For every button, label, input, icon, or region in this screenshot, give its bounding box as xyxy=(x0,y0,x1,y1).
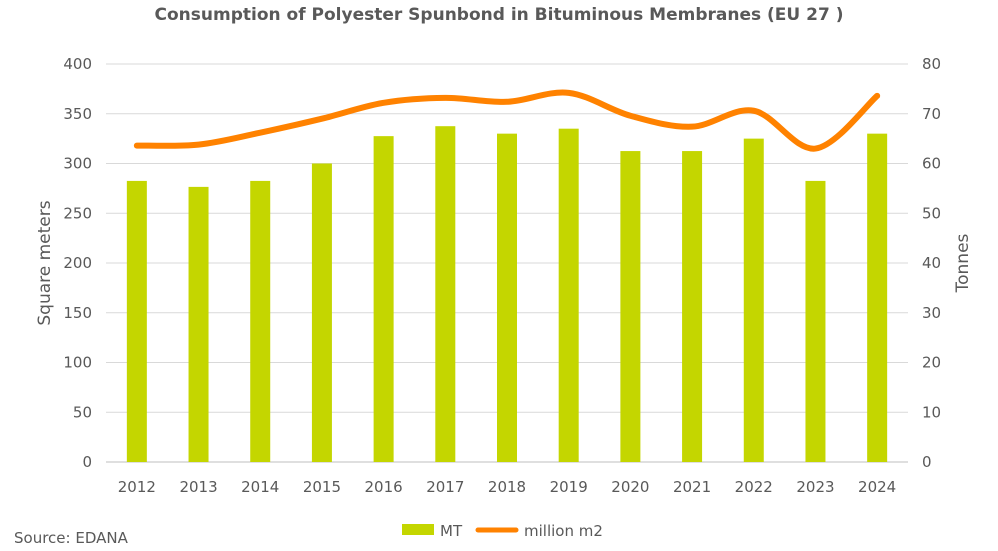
bar-mt xyxy=(558,128,579,463)
bar-mt xyxy=(311,163,332,462)
bar-mt xyxy=(867,133,888,462)
y-left-tick-label: 100 xyxy=(63,354,92,372)
x-tick-label: 2019 xyxy=(550,478,588,496)
bar-mt xyxy=(373,136,394,462)
y-left-tick-label: 400 xyxy=(63,55,92,73)
y-right-tick-label: 80 xyxy=(922,55,941,73)
bar-mt xyxy=(805,180,826,462)
bar-mt xyxy=(435,126,456,462)
x-tick-label: 2014 xyxy=(241,478,279,496)
x-tick-label: 2023 xyxy=(796,478,834,496)
y-right-tick-label: 30 xyxy=(922,304,941,322)
x-tick-label: 2021 xyxy=(673,478,711,496)
y-left-tick-label: 0 xyxy=(82,453,92,471)
y-right-tick-label: 40 xyxy=(922,254,941,272)
bar-mt xyxy=(743,138,764,462)
y-left-tick-label: 200 xyxy=(63,254,92,272)
bar-mt xyxy=(497,133,517,462)
y-left-tick-label: 300 xyxy=(63,155,92,173)
y-left-tick-label: 50 xyxy=(73,403,92,421)
y-left-tick-label: 150 xyxy=(63,304,92,322)
y-right-tick-label: 60 xyxy=(922,155,941,173)
bar-mt xyxy=(188,186,209,462)
legend-label-million-m2: million m2 xyxy=(524,522,603,540)
bar-mt xyxy=(126,180,147,462)
source-note: Source: EDANA xyxy=(14,529,129,547)
legend-swatch-mt xyxy=(402,524,434,535)
x-tick-label: 2018 xyxy=(488,478,526,496)
x-tick-label: 2015 xyxy=(303,478,341,496)
line-million-m2 xyxy=(133,89,881,152)
x-tick-label: 2013 xyxy=(179,478,217,496)
y-right-tick-label: 20 xyxy=(922,354,941,372)
x-tick-label: 2016 xyxy=(365,478,403,496)
y-right-tick-label: 0 xyxy=(922,453,932,471)
legend: MT million m2 xyxy=(402,522,603,540)
x-tick-label: 2020 xyxy=(611,478,649,496)
chart-title: Consumption of Polyester Spunbond in Bit… xyxy=(155,5,844,25)
x-tick-label: 2022 xyxy=(735,478,773,496)
x-tick-label: 2024 xyxy=(858,478,896,496)
legend-label-mt: MT xyxy=(440,522,463,540)
x-tick-label: 2017 xyxy=(426,478,464,496)
y-right-tick-label: 50 xyxy=(922,204,941,222)
y-axis-right-label: Tonnes xyxy=(953,233,973,293)
y-right-tick-label: 70 xyxy=(922,105,941,123)
bar-mt xyxy=(250,180,271,462)
y-left-tick-label: 250 xyxy=(63,204,92,222)
x-tick-label: 2012 xyxy=(118,478,156,496)
y-axis-left-label: Square meters xyxy=(35,200,55,325)
bar-mt xyxy=(620,151,641,462)
y-left-tick-label: 350 xyxy=(63,105,92,123)
bar-mt xyxy=(682,151,703,462)
y-right-tick-label: 10 xyxy=(922,403,941,421)
